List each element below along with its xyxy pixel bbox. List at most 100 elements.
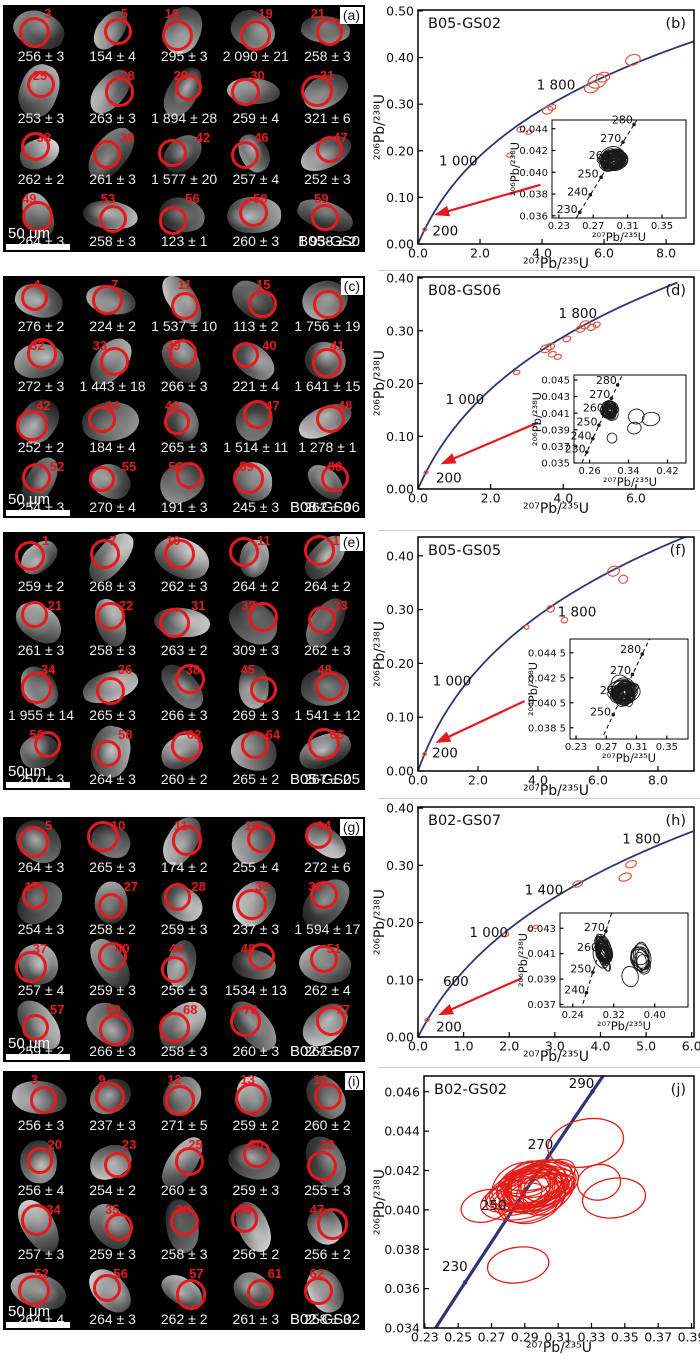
analysis-spot-circle (307, 727, 340, 760)
analysis-spot-circle (96, 676, 125, 706)
analysis-spot-circle (315, 18, 344, 47)
chart-title: B05-GS02 (428, 16, 501, 32)
panel-letter: (c) (340, 278, 363, 295)
spot-number: 3 (44, 6, 52, 21)
age-label: 154 ± 4 (89, 47, 136, 64)
analysis-spot-circle (247, 1279, 275, 1307)
concordia-chart-b: 0.0 2.0 4.0 6.0 8.0 0.00 0.10 0.20 0.30 0.40 0.50 2… (372, 3, 695, 270)
analysis-spot-circle (170, 1207, 200, 1237)
cl-image-panel: 5 264 ± 3 10 265 ± 3 11 174 ± 2 12 255 ± 4 14 272… (3, 817, 365, 1062)
age-label: 262 ± 2 (17, 171, 65, 188)
spot-number: 61 (267, 1266, 283, 1282)
concordia-age-label: 1 000 (446, 392, 485, 408)
y-tick-label: 0.036 (519, 211, 548, 222)
age-label: 256 ± 3 (17, 47, 65, 64)
y-tick-label: 0.00 (386, 1030, 414, 1045)
x-tick-label: 8.0 (656, 246, 676, 261)
analysis-spot-circle (21, 284, 49, 312)
age-label: 260 ± 2 (160, 771, 208, 787)
y-tick-label: 0.038 (384, 1242, 420, 1257)
concordia-age-label: 240 (564, 984, 585, 997)
x-tick-label: 0.37 (644, 1330, 672, 1345)
analysis-spot-circle (246, 824, 275, 853)
spot-number: 44 (104, 398, 120, 413)
x-tick-label: 0.31 (544, 1330, 572, 1345)
y-tick-label: 0.044 (384, 1124, 420, 1139)
age-label: 267 ± 2 (304, 771, 351, 787)
concordia-age-label: 270 (600, 132, 621, 145)
concordia-age-label: 290 (569, 1076, 595, 1092)
analysis-spot-circle (230, 77, 260, 107)
analysis-spot-circle (93, 1274, 122, 1303)
concordia-age-label: 230 (557, 203, 578, 216)
x-tick-label: 0.0 (408, 246, 428, 261)
age-label: 259 ± 3 (160, 920, 208, 937)
concordia-age-label: 260 (589, 149, 610, 162)
age-label: 260 ± 2 (304, 1116, 351, 1133)
analysis-spot-circle (164, 538, 195, 570)
age-label: 123 ± 1 (160, 233, 208, 249)
spot-number: 56 (168, 458, 183, 474)
age-label: 270 ± 4 (89, 499, 136, 515)
y-axis-label: ²⁰⁶Pb/²³⁸U (372, 1169, 388, 1235)
spot-number: 25 (32, 67, 48, 83)
concordia-age-label: 250 (590, 705, 611, 718)
analysis-spot-circle (168, 339, 198, 368)
x-tick-label: 0.40 (644, 1010, 666, 1021)
analysis-spot-circle (242, 400, 273, 430)
row-separator (378, 529, 700, 531)
y-axis-label: ²⁰⁶Pb/²³⁸U (508, 142, 522, 196)
age-label: 272 ± 6 (304, 859, 351, 876)
age-label: 254 ± 2 (89, 1181, 136, 1198)
analysis-spot-circle (26, 338, 58, 369)
x-tick-label: 0.23 (411, 1330, 439, 1345)
age-label: 258 ± 2 (89, 920, 136, 937)
spot-number: 42 (36, 398, 51, 413)
age-label: 268 ± 3 (89, 577, 136, 594)
spot-number: 37 (32, 940, 48, 956)
x-tick-label: 1.0 (454, 1039, 474, 1054)
spot-number: 44 (169, 940, 184, 956)
concordia-age-label: 600 (443, 974, 469, 990)
x-axis-label: ²⁰⁷Pb/²³⁵U (592, 230, 646, 244)
y-tick-label: 0.10 (386, 190, 414, 205)
x-tick-label: 0.35 (651, 221, 673, 232)
age-label: 1 537 ± 10 (151, 317, 218, 334)
age-label: 262 ± 3 (160, 577, 208, 594)
analysis-spot-circle (243, 1140, 271, 1168)
concordia-age-label: 200 (436, 471, 462, 487)
spot-number: 58 (118, 726, 133, 742)
analysis-spot-circle (175, 1279, 207, 1311)
age-label: 263 ± 3 (89, 109, 136, 126)
age-label: 263 ± 2 (160, 642, 208, 658)
age-label: 262 ± 2 (160, 1311, 208, 1327)
concordia-age-label: 1 400 (525, 883, 564, 899)
age-label: 252 ± 3 (304, 171, 351, 188)
analysis-spot-circle (22, 463, 52, 493)
spot-number: 11 (177, 277, 192, 292)
analysis-spot-circle (301, 74, 333, 107)
age-label: 254 ± 3 (17, 920, 65, 937)
analysis-spot-circle (21, 601, 48, 628)
analysis-spot-circle (161, 956, 188, 983)
age-label: 255 ± 4 (232, 859, 280, 876)
concordia-age-label: 1 800 (558, 306, 597, 322)
x-tick-label: 0.34 (617, 466, 639, 477)
age-label: 1 641 ± 15 (294, 378, 361, 394)
age-label: 259 ± 3 (89, 981, 136, 998)
x-tick-label: 0.23 (548, 221, 570, 232)
chart-title: B05-GS05 (428, 543, 501, 559)
x-axis-label: ²⁰⁷Pb/²³⁵U (602, 751, 656, 765)
age-label: 259 ± 2 (17, 577, 65, 594)
row-separator (378, 1066, 700, 1068)
age-label: 259 ± 2 (232, 1116, 280, 1133)
spot-number: 52 (49, 458, 65, 474)
spot-number: 32 (320, 1136, 335, 1152)
x-tick-label: 3.0 (545, 1039, 565, 1054)
x-tick-label: 0.0 (408, 773, 428, 788)
age-label: 265 ± 3 (89, 706, 136, 723)
analysis-spot-circle (316, 1208, 349, 1241)
x-tick-label: 4.0 (591, 1039, 611, 1054)
age-label: 262 ± 3 (304, 642, 351, 658)
